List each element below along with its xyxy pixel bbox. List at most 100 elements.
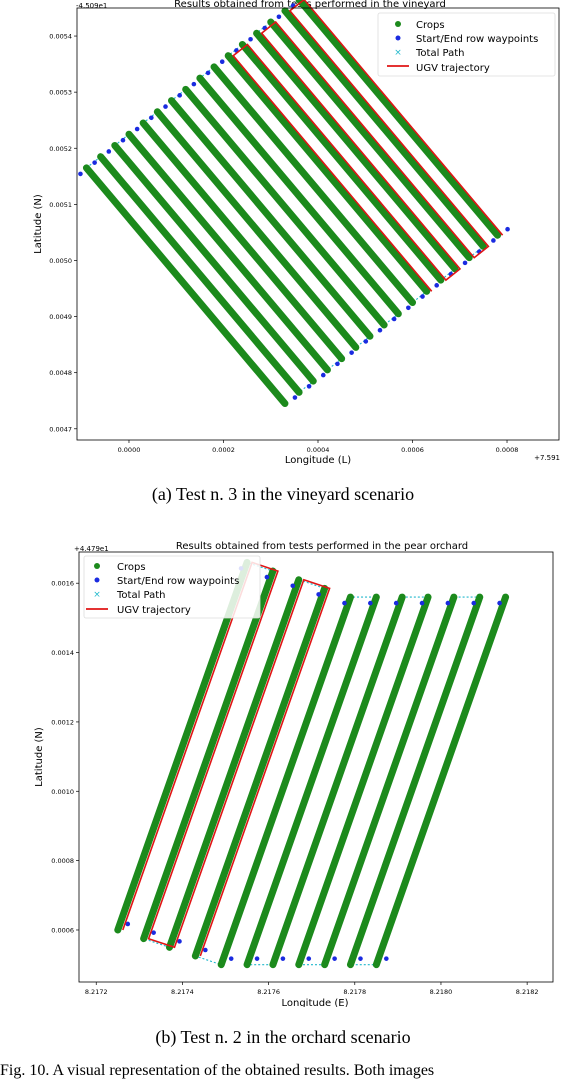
legend-b-path-label: Total Path bbox=[116, 590, 166, 601]
a-waypoint-start-3 bbox=[320, 372, 326, 378]
b-y-tick-label-1: 0.0008 bbox=[51, 857, 74, 865]
b-waypoint-start-6 bbox=[254, 956, 260, 961]
b-x-tick-label-5: 8.2182 bbox=[516, 988, 539, 996]
a-waypoint-start-13 bbox=[462, 260, 468, 266]
a-crop-row-6 bbox=[153, 108, 360, 351]
a-waypoint-end-15 bbox=[276, 14, 282, 20]
a-crop-row-10 bbox=[210, 63, 417, 307]
chart-a-x-ticks: 0.0000 0.0002 0.0004 0.0006 0.0008 bbox=[118, 440, 519, 454]
b-x-tick-label-1: 8.2174 bbox=[171, 988, 194, 996]
a-waypoint-start-11 bbox=[434, 283, 439, 288]
a-x-tick-label-1: 0.0002 bbox=[212, 446, 235, 454]
b-waypoint-start-4 bbox=[203, 947, 208, 953]
a-crop-row-4 bbox=[125, 130, 331, 374]
a-crop-row-2 bbox=[97, 153, 303, 396]
a-waypoint-start-9 bbox=[406, 305, 411, 311]
a-waypoint-start-4 bbox=[335, 361, 340, 367]
a-crop-row-12 bbox=[238, 40, 445, 284]
a-waypoint-start-8 bbox=[391, 316, 397, 322]
a-crop-row-5 bbox=[139, 119, 346, 363]
a-crop-row-3 bbox=[111, 141, 317, 385]
a-ugv-trajectory-line bbox=[232, 0, 504, 292]
b-waypoint-end-2 bbox=[264, 574, 270, 580]
b-crop-row-9 bbox=[321, 593, 458, 969]
a-x-tick-label-0: 0.0000 bbox=[118, 446, 141, 454]
a-waypoint-start-1 bbox=[292, 395, 298, 400]
chart-b-y-ticks: 0.0006 0.0008 0.0010 0.0012 0.0014 0.0016 bbox=[51, 580, 79, 934]
legend-b-path-marker: × bbox=[93, 590, 101, 600]
legend-a-crops-marker bbox=[395, 21, 401, 27]
chart-b-x-ticks: 8.2172 8.2174 8.2176 8.2178 8.2180 8.2182 bbox=[85, 982, 539, 996]
b-x-tick-label-4: 8.2180 bbox=[430, 988, 453, 996]
b-crop-row-6 bbox=[243, 593, 380, 969]
b-y-tick-label-0: 0.0006 bbox=[51, 926, 74, 934]
a-x-tick-label-2: 0.0004 bbox=[307, 446, 330, 454]
a-waypoint-end-5 bbox=[134, 126, 140, 132]
b-waypoint-end-5 bbox=[342, 600, 347, 606]
b-total-path-line bbox=[117, 561, 507, 966]
a-waypoint-start-6 bbox=[363, 339, 369, 344]
legend-a-waypoints-label: Start/End row waypoints bbox=[416, 34, 538, 45]
b-waypoint-end-9 bbox=[445, 600, 451, 606]
a-waypoint-end-7 bbox=[163, 104, 168, 109]
b-waypoint-start-11 bbox=[384, 956, 389, 961]
b-waypoint-end-8 bbox=[419, 600, 425, 606]
a-y-tick-label-5: 0.0052 bbox=[49, 145, 72, 153]
b-x-tick-label-0: 8.2172 bbox=[85, 988, 108, 996]
b-waypoint-end-7 bbox=[393, 600, 399, 606]
a-y-tick-label-1: 0.0048 bbox=[49, 369, 72, 377]
legend-b-crops-marker bbox=[94, 563, 100, 569]
b-waypoint-start-2 bbox=[151, 930, 156, 935]
a-x-tick-label-4: 0.0008 bbox=[496, 446, 519, 454]
b-waypoint-start-8 bbox=[306, 956, 312, 961]
a-crop-row-16 bbox=[295, 0, 502, 239]
legend-a-waypoints-marker bbox=[395, 35, 401, 41]
a-crop-row-11 bbox=[224, 52, 431, 295]
a-waypoint-end-11 bbox=[219, 59, 225, 64]
b-waypoint-start-1 bbox=[125, 921, 131, 927]
b-waypoint-start-10 bbox=[358, 956, 363, 961]
b-crop-row-1 bbox=[114, 558, 251, 934]
chart-b-legend: Crops Start/End row waypoints × Total Pa… bbox=[83, 555, 261, 619]
legend-a-ugv-label: UGV trajectory bbox=[416, 63, 490, 74]
a-crop-row-9 bbox=[196, 74, 402, 318]
a-waypoint-end-13 bbox=[248, 36, 253, 42]
chart-b-ylabel: Latitude (N) bbox=[34, 727, 45, 787]
chart-a-ylabel: Latitude (N) bbox=[33, 194, 44, 254]
a-waypoint-start-15 bbox=[491, 238, 496, 243]
b-waypoint-end-4 bbox=[316, 592, 321, 597]
figure-caption: Fig. 10. A visual representation of the … bbox=[0, 1062, 435, 1079]
a-crop-row-1 bbox=[82, 164, 289, 408]
b-y-tick-label-3: 0.0012 bbox=[51, 718, 74, 726]
b-waypoint-start-9 bbox=[332, 956, 337, 961]
a-waypoint-end-2 bbox=[92, 160, 97, 165]
chart-b-plot-area bbox=[114, 558, 510, 969]
a-y-tick-label-7: 0.0054 bbox=[49, 33, 72, 41]
chart-a-y-offset: -4.509e1 bbox=[76, 2, 107, 10]
b-crop-row-2 bbox=[140, 567, 277, 943]
a-waypoint-start-7 bbox=[377, 327, 383, 333]
b-y-tick-label-2: 0.0010 bbox=[51, 788, 74, 796]
b-waypoint-end-10 bbox=[471, 600, 477, 606]
legend-a-path-label: Total Path bbox=[415, 48, 465, 59]
chart-a-xlabel: Longitude (L) bbox=[285, 455, 351, 466]
a-crop-row-7 bbox=[168, 97, 374, 340]
b-crop-row-3 bbox=[165, 576, 303, 951]
chart-b-y-offset: +4.479e1 bbox=[74, 545, 109, 553]
a-waypoint-end-9 bbox=[191, 81, 197, 87]
b-crop-row-7 bbox=[269, 593, 406, 969]
caption-b: (b) Test n. 2 in the orchard scenario bbox=[155, 1027, 411, 1047]
chart-a-x-offset: +7.591 bbox=[534, 454, 560, 462]
b-crop-row-11 bbox=[372, 593, 510, 969]
a-waypoint-end-6 bbox=[149, 115, 154, 121]
a-waypoint-start-2 bbox=[306, 384, 312, 389]
b-waypoint-end-6 bbox=[368, 600, 373, 606]
b-crop-row-8 bbox=[295, 593, 432, 969]
chart-a-y-ticks: 0.0047 0.0048 0.0049 0.0050 0.0051 0.0052 0.00… bbox=[49, 33, 77, 433]
a-y-tick-label-4: 0.0051 bbox=[49, 201, 72, 209]
legend-a-path-marker: × bbox=[394, 48, 402, 58]
b-crop-row-5 bbox=[217, 593, 354, 969]
a-waypoint-start-10 bbox=[420, 294, 425, 299]
chart-a-legend: Crops Start/End row waypoints × Total Pa… bbox=[377, 12, 556, 77]
b-x-tick-label-3: 8.2178 bbox=[343, 988, 366, 996]
